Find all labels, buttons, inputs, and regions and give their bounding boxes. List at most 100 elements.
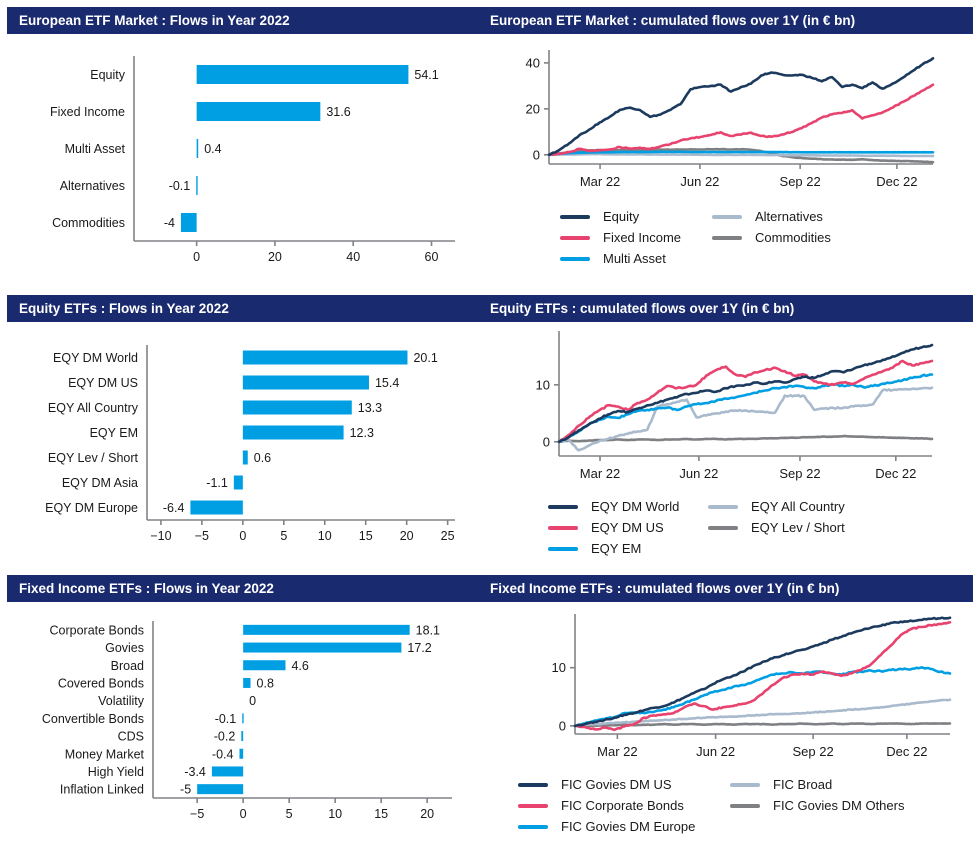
y-tick-label: 20 — [526, 101, 540, 116]
y-tick-label: 0 — [543, 434, 550, 449]
chart-equity-cumulated-line: 0 10 Mar 22 Jun 22 Sep 22 Dec 22 EQY DM World E… — [490, 322, 980, 560]
y-tick-label: 40 — [526, 55, 540, 70]
bar-value-label: 12.3 — [350, 426, 374, 440]
bar-value-label: 0.8 — [257, 676, 274, 690]
bar — [242, 375, 369, 390]
legend-label: EQY Lev / Short — [751, 520, 845, 535]
row-header-fixed-income: Fixed Income ETFs : Flows in Year 2022 F… — [7, 575, 973, 602]
chart-european-flows-bar: 0 20 40 60 Equity 54.1 Fixed Income 31.6 Multi A… — [0, 34, 490, 272]
x-tick-label: −5 — [195, 529, 209, 543]
bar — [196, 102, 321, 121]
panel-title-fixed-income-flows: Fixed Income ETFs : Flows in Year 2022 — [19, 581, 274, 596]
legend-item: Multi Asset — [560, 248, 681, 269]
legend-swatch — [518, 824, 548, 829]
bar-value-label: 54.1 — [414, 68, 438, 82]
x-tick-label: Dec 22 — [876, 174, 917, 189]
chart-fixed-income-flows-bar: −5 0 5 10 15 20 Corporate Bonds 18.1 Govies 17.2 B… — [0, 602, 490, 838]
x-tick-label: 20 — [420, 807, 434, 821]
legend-column: FIC Govies DM US FIC Corporate Bonds FIC G… — [518, 774, 695, 837]
series-line-fic-govies-dm-europe — [573, 666, 952, 728]
legend-column: Alternatives Commodities — [712, 206, 831, 248]
legend-label: Fixed Income — [603, 230, 682, 245]
bar — [233, 475, 243, 490]
y-tick-label: 10 — [536, 377, 550, 392]
legend-label: FIC Govies DM Others — [773, 798, 905, 813]
legend-column: EQY All Country EQY Lev / Short — [708, 496, 845, 538]
european-etf-cumulated-svg: 0 20 40 Mar 22 Jun 22 Sep 22 Dec 22 — [526, 50, 935, 189]
bar — [239, 748, 244, 759]
row-header-european: European ETF Market : Flows in Year 2022… — [7, 7, 973, 34]
panel-title-equity-cumulated: Equity ETFs : cumulated flows over 1Y (i… — [490, 301, 795, 316]
x-tick-label: 5 — [280, 529, 287, 543]
legend-swatch — [548, 504, 578, 509]
legend: EQY DM World EQY DM US EQY EM EQY All Count… — [490, 494, 980, 560]
legend-item: EQY All Country — [708, 496, 845, 517]
series-line-fixed-income — [547, 83, 935, 157]
legend-swatch — [560, 214, 590, 219]
equity-etf-cumulated-svg: 0 10 Mar 22 Jun 22 Sep 22 Dec 22 — [536, 331, 934, 481]
x-tick-label: 10 — [318, 529, 332, 543]
bar-category-label: High Yield — [88, 765, 144, 779]
bar-category-label: EQY All Country — [48, 401, 139, 415]
legend-swatch — [560, 235, 590, 240]
bar-category-label: Equity — [90, 68, 125, 82]
series-line-fic-govies-dm-others — [573, 722, 952, 728]
bar-category-label: EQY EM — [90, 426, 138, 440]
bar-category-label: Fixed Income — [50, 105, 125, 119]
legend-item: EQY Lev / Short — [708, 517, 845, 538]
fixed-income-etf-flows-svg: −5 0 5 10 15 20 Corporate Bonds 18.1 Govies 17.2 B… — [42, 621, 452, 821]
bar — [242, 400, 352, 415]
x-tick-label: 25 — [441, 529, 455, 543]
x-tick-label: 20 — [268, 250, 282, 264]
x-tick-label: 15 — [359, 529, 373, 543]
legend-item: FIC Corporate Bonds — [518, 795, 695, 816]
legend-swatch — [712, 235, 742, 240]
bar-value-label: 20.1 — [413, 351, 437, 365]
legend-swatch — [730, 803, 760, 808]
bar-value-label: 13.3 — [358, 401, 382, 415]
row-european-etf-market: European ETF Market : Flows in Year 2022… — [0, 7, 980, 272]
legend-column: FIC Broad FIC Govies DM Others — [730, 774, 904, 816]
x-tick-label: 40 — [346, 250, 360, 264]
bar-category-label: Money Market — [65, 747, 145, 761]
bar — [243, 660, 286, 671]
european-etf-flows-svg: 0 20 40 60 Equity 54.1 Fixed Income 31.6 Multi A… — [50, 56, 455, 264]
x-tick-label: Sep 22 — [779, 466, 820, 481]
bar-category-label: Broad — [111, 659, 144, 673]
bar-category-label: Convertible Bonds — [42, 712, 144, 726]
legend-item: EQY DM US — [548, 517, 679, 538]
legend-swatch — [548, 525, 578, 530]
bar-category-label: EQY Lev / Short — [48, 451, 139, 465]
bar — [197, 784, 244, 795]
x-tick-label: Jun 22 — [696, 744, 735, 759]
bar-value-label: 17.2 — [407, 641, 431, 655]
bar — [242, 713, 244, 724]
bar — [243, 624, 410, 635]
x-tick-label: 0 — [239, 529, 246, 543]
x-tick-label: −10 — [150, 529, 171, 543]
legend-swatch — [560, 256, 590, 261]
legend-item: EQY DM World — [548, 496, 679, 517]
legend-swatch — [708, 504, 738, 509]
bar — [243, 677, 251, 688]
series-line-alternatives — [547, 152, 935, 158]
bar — [180, 213, 197, 232]
bar — [196, 65, 409, 84]
bar-value-label: 18.1 — [416, 623, 440, 637]
bar-value-label: -6.4 — [163, 501, 185, 515]
bar — [211, 766, 244, 777]
bar-value-label: 15.4 — [375, 376, 399, 390]
legend-item: FIC Broad — [730, 774, 904, 795]
legend-label: EQY DM US — [591, 520, 664, 535]
x-tick-label: 0 — [193, 250, 200, 264]
legend-swatch — [548, 546, 578, 551]
bar-value-label: 31.6 — [326, 105, 350, 119]
bar-category-label: EQY DM US — [68, 376, 138, 390]
legend-label: Commodities — [755, 230, 831, 245]
legend-swatch — [708, 525, 738, 530]
chart-fixed-income-cumulated-line: 0 10 Mar 22 Jun 22 Sep 22 Dec 22 FIC Govies DM… — [490, 602, 980, 838]
x-tick-label: Mar 22 — [580, 466, 620, 481]
legend-label: EQY EM — [591, 541, 642, 556]
series-line-commodities — [547, 147, 935, 164]
legend-label: EQY DM World — [591, 499, 680, 514]
